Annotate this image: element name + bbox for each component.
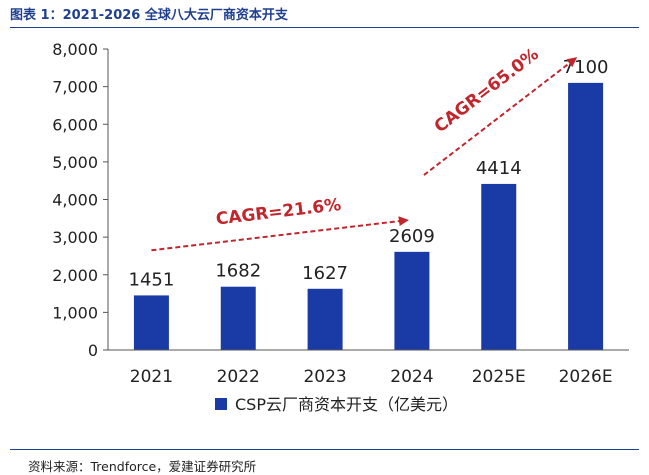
legend: CSP云厂商资本开支（亿美元） [215, 395, 458, 414]
source-note: 资料来源：Trendforce，爱建证券研究所 [28, 459, 257, 474]
title-rule [10, 27, 639, 28]
y-tick-label: 8,000 [52, 40, 98, 59]
cagr-label: CAGR=21.6% [215, 195, 342, 230]
bar [394, 251, 430, 350]
y-tick-label: 0 [88, 341, 98, 360]
bar [220, 286, 256, 350]
data-label: 2609 [389, 226, 435, 247]
bar [307, 288, 343, 350]
data-label: 4414 [476, 158, 522, 179]
x-tick-label: 2025E [472, 367, 526, 387]
figure-title: 图表 1：2021-2026 全球八大云厂商资本开支 [10, 8, 288, 23]
y-tick-label: 2,000 [52, 266, 98, 285]
x-tick-label: 2023 [303, 367, 346, 387]
y-tick-label: 4,000 [52, 191, 98, 210]
cagr-label: CAGR=65.0% [431, 44, 543, 137]
bar [481, 183, 517, 350]
y-tick-label: 1,000 [52, 303, 98, 322]
bars: 1451 1682 1627 2609 4414 7100 [129, 57, 609, 351]
legend-swatch [215, 398, 227, 410]
data-label: 1682 [215, 261, 261, 282]
x-axis: 2021 2022 2023 2024 2025E 2026E [108, 349, 629, 387]
legend-label: CSP云厂商资本开支（亿美元） [235, 395, 458, 414]
y-tick-label: 5,000 [52, 153, 98, 172]
y-tick-label: 3,000 [52, 228, 98, 247]
x-tick-label: 2024 [390, 367, 433, 387]
y-tick-label: 6,000 [52, 115, 98, 134]
data-label: 7100 [563, 57, 609, 78]
bar [133, 295, 169, 350]
x-tick-label: 2022 [217, 367, 260, 387]
data-label: 1451 [129, 269, 175, 290]
bar [568, 82, 604, 351]
x-tick-label: 2021 [130, 367, 173, 387]
data-label: 1627 [302, 263, 348, 284]
x-tick-label: 2026E [559, 367, 613, 387]
cagr-arrow [151, 216, 409, 252]
y-tick-label: 7,000 [52, 78, 98, 97]
y-axis: 0 1,000 2,000 3,000 4,000 5,000 6,000 7,000 8,00… [52, 40, 109, 360]
footer-rule [10, 449, 639, 450]
